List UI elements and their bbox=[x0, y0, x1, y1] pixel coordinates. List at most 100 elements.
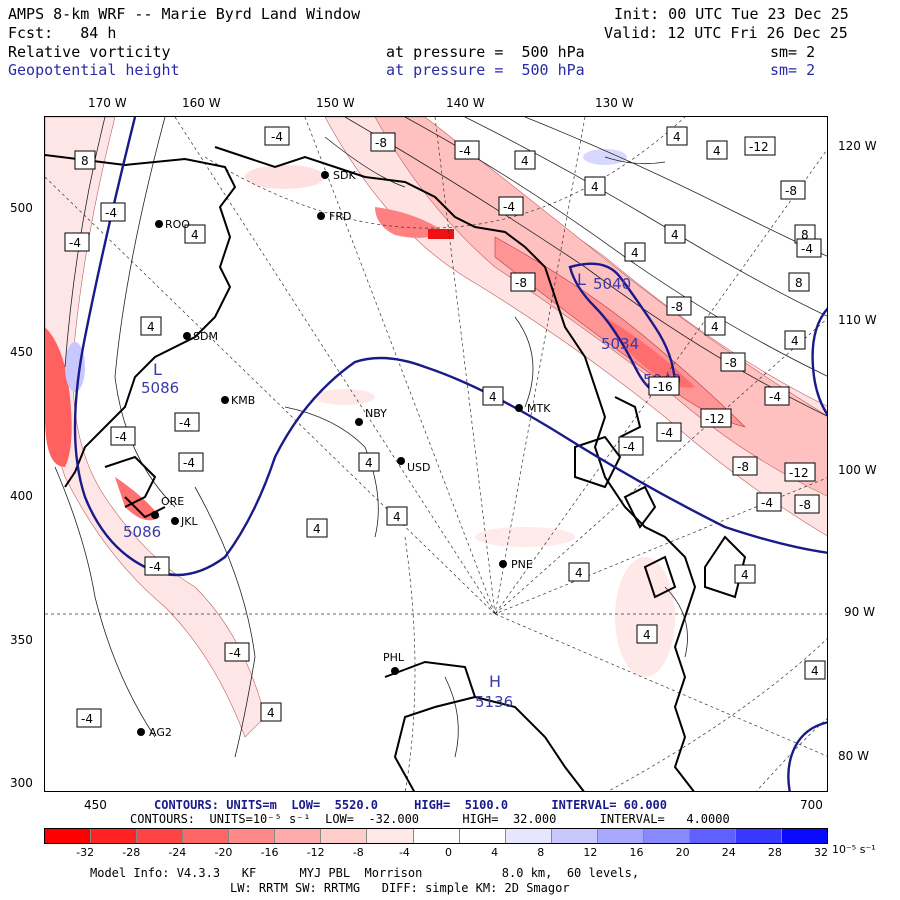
svg-text:-8: -8 bbox=[737, 460, 749, 474]
vort-patch bbox=[315, 389, 375, 405]
field2-smooth: sm= 2 bbox=[770, 61, 816, 79]
lon-label-top: 130 W bbox=[595, 96, 634, 110]
svg-text:-4: -4 bbox=[149, 560, 161, 574]
vort-contour-label: -12 bbox=[784, 462, 816, 482]
svg-text:4: 4 bbox=[147, 320, 155, 334]
vort-west-band bbox=[45, 117, 266, 738]
colorbar-ticks: -32 -28 -24 -20 -16 -12 -8 -4 0 4 8 12 16 20 24 28 32 bbox=[44, 846, 828, 860]
field1-smooth: sm= 2 bbox=[770, 43, 816, 61]
colorbar-tick-label: -20 bbox=[214, 846, 233, 859]
svg-text:4: 4 bbox=[267, 706, 275, 720]
lon-label-right: 100 W bbox=[838, 463, 877, 477]
vort-contour-label: -8 bbox=[510, 272, 536, 292]
lon-label-top: 140 W bbox=[446, 96, 485, 110]
svg-text:-12: -12 bbox=[789, 466, 809, 480]
svg-text:4: 4 bbox=[631, 246, 639, 260]
colorbar-tick-label: 16 bbox=[629, 846, 644, 859]
colorbar-tick-label: 24 bbox=[721, 846, 736, 859]
station-mtk: MTK bbox=[515, 402, 551, 415]
station-roo: ROO bbox=[155, 218, 190, 231]
svg-text:4: 4 bbox=[713, 144, 721, 158]
vort-contour-label: -4 bbox=[498, 196, 524, 216]
vort-contour-label: -4 bbox=[76, 708, 102, 728]
vort-contour-label: 4 bbox=[704, 316, 726, 336]
svg-text:SDM: SDM bbox=[193, 330, 218, 343]
svg-text:-4: -4 bbox=[761, 496, 773, 510]
vort-contour-label: 4 bbox=[568, 562, 590, 582]
svg-text:-4: -4 bbox=[271, 130, 283, 144]
colorbar-tick-label: 8 bbox=[537, 846, 545, 859]
high-center-marker: H bbox=[489, 672, 501, 691]
colorbar-swatch bbox=[689, 829, 736, 843]
svg-text:-12: -12 bbox=[749, 140, 769, 154]
vort-contour-label: -8 bbox=[794, 494, 820, 514]
vort-contour-label: -4 bbox=[618, 436, 644, 456]
height-label: 5034 bbox=[601, 335, 639, 353]
vort-contour-label: 4 bbox=[624, 242, 646, 262]
svg-text:8: 8 bbox=[801, 228, 809, 242]
vort-contour-label: -8 bbox=[732, 456, 758, 476]
vort-coast-max bbox=[428, 229, 454, 239]
svg-text:4: 4 bbox=[191, 228, 199, 242]
colorbar-swatch bbox=[459, 829, 506, 843]
height-contour-east bbox=[811, 307, 827, 417]
height-label: 5040 bbox=[593, 275, 631, 293]
station-usd: USD bbox=[397, 457, 431, 474]
colorbar-swatch bbox=[367, 829, 414, 843]
vort-contour-label: -8 bbox=[780, 180, 806, 200]
vort-contour-label: -4 bbox=[656, 422, 682, 442]
svg-text:4: 4 bbox=[673, 130, 681, 144]
colorbar-swatch bbox=[735, 829, 782, 843]
svg-text:JKL: JKL bbox=[180, 515, 198, 528]
colorbar-swatch bbox=[275, 829, 322, 843]
vort-contour-label: 4 bbox=[358, 452, 380, 472]
svg-text:-4: -4 bbox=[623, 440, 635, 454]
svg-text:-4: -4 bbox=[769, 390, 781, 404]
colorbar-swatch bbox=[321, 829, 368, 843]
vort-contour-label: -12 bbox=[700, 408, 732, 428]
colorbar-swatch bbox=[551, 829, 598, 843]
grid-label-bottom: 450 bbox=[84, 798, 107, 812]
svg-text:-8: -8 bbox=[799, 498, 811, 512]
vort-contour-label: -8 bbox=[370, 132, 396, 152]
svg-text:-4: -4 bbox=[115, 430, 127, 444]
svg-text:-4: -4 bbox=[105, 206, 117, 220]
station-layer: ROO SDM KMB NBY USD MTK PNE PHL AG2 FRD … bbox=[137, 169, 551, 739]
vort-patch bbox=[245, 165, 325, 189]
colorbar-swatch bbox=[643, 829, 690, 843]
vort-patch bbox=[615, 557, 675, 677]
svg-text:4: 4 bbox=[575, 566, 583, 580]
vort-contour-label: -4 bbox=[144, 556, 170, 576]
vort-coast-spot bbox=[375, 207, 445, 238]
colorbar-tick-label: 32 bbox=[814, 846, 828, 859]
station-pne: PNE bbox=[499, 558, 533, 571]
svg-text:4: 4 bbox=[811, 664, 819, 678]
field2-level: at pressure = 500 hPa bbox=[386, 61, 585, 79]
svg-text:4: 4 bbox=[393, 510, 401, 524]
station-phl: PHL bbox=[383, 651, 405, 675]
svg-text:PHL: PHL bbox=[383, 651, 405, 664]
colorbar-tick-label: -4 bbox=[398, 846, 410, 859]
map-panel: 5040 5034 5040 5086 5086 5136 L L H -4 -… bbox=[44, 116, 828, 792]
colorbar-tick-label: 0 bbox=[445, 846, 453, 859]
svg-text:PNE: PNE bbox=[511, 558, 533, 571]
svg-text:4: 4 bbox=[671, 228, 679, 242]
colorbar-tick-label: -28 bbox=[122, 846, 141, 859]
colorbar-swatch bbox=[413, 829, 460, 843]
colorbar-swatch bbox=[229, 829, 276, 843]
vort-contour-label: 4 bbox=[734, 564, 756, 584]
vort-contour-label: 4 bbox=[306, 518, 328, 538]
lon-label-right: 80 W bbox=[838, 749, 869, 763]
svg-text:-4: -4 bbox=[801, 242, 813, 256]
svg-text:4: 4 bbox=[313, 522, 321, 536]
colorbar-tick-label: -24 bbox=[168, 846, 187, 859]
vort-contour-label: -8 bbox=[666, 296, 692, 316]
vort-contour-label: 4 bbox=[260, 702, 282, 722]
svg-text:-12: -12 bbox=[705, 412, 725, 426]
svg-text:ROO: ROO bbox=[165, 218, 190, 231]
graticule bbox=[45, 117, 827, 791]
vort-west-spot bbox=[115, 477, 160, 521]
svg-text:NBY: NBY bbox=[365, 407, 387, 420]
svg-text:-8: -8 bbox=[515, 276, 527, 290]
lon-label-top: 150 W bbox=[316, 96, 355, 110]
